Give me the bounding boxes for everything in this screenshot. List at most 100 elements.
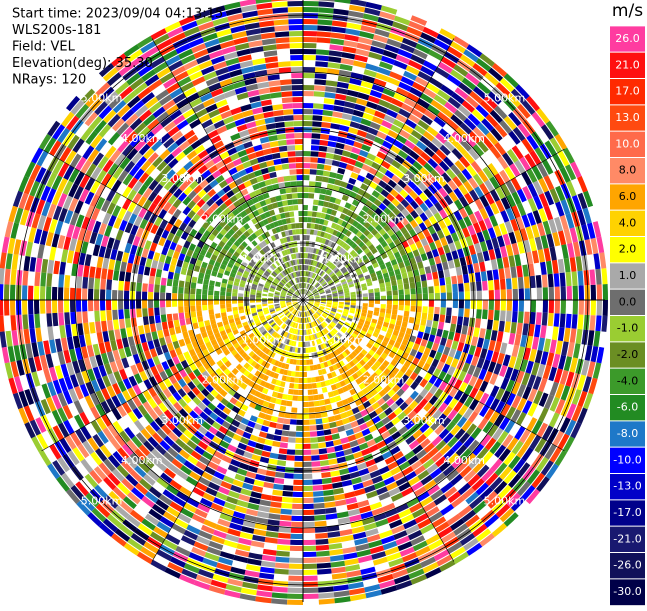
- radar-cell: [404, 289, 410, 295]
- radar-cell: [259, 431, 268, 438]
- radar-cell: [312, 341, 316, 346]
- radar-cell: [148, 300, 153, 308]
- radar-cell: [324, 502, 335, 508]
- radar-cell: [118, 309, 124, 319]
- radar-cell: [306, 348, 309, 353]
- radar-cell: [289, 383, 294, 389]
- radar-cell: [287, 600, 303, 605]
- radar-cell: [303, 438, 311, 443]
- radar-cell: [294, 121, 303, 126]
- radar-cell: [0, 268, 5, 284]
- radar-cell: [106, 310, 112, 321]
- radar-cell: [369, 296, 374, 300]
- radar-cell: [333, 154, 342, 161]
- radar-cell: [447, 292, 452, 300]
- radar-cell: [175, 326, 181, 334]
- radar-cell: [321, 472, 331, 478]
- radar-cell: [257, 468, 267, 475]
- radar-cell: [257, 511, 269, 518]
- radar-cell: [451, 250, 458, 259]
- radar-cell: [558, 259, 565, 273]
- radar-cell: [303, 133, 312, 138]
- radar-cell: [453, 292, 458, 300]
- radar-cell: [331, 117, 341, 124]
- radar-cell: [316, 545, 329, 551]
- radar-cell: [317, 19, 332, 25]
- radar-cell: [479, 262, 486, 272]
- radar-cell: [119, 271, 125, 281]
- radar-cell: [303, 462, 312, 467]
- radar-cell: [64, 275, 70, 288]
- radar-cell: [174, 320, 180, 328]
- radar-cell: [332, 21, 347, 28]
- radar-cell: [291, 67, 303, 72]
- radar-cell: [332, 433, 340, 440]
- radar-cell: [312, 328, 315, 333]
- radar-cell: [319, 598, 335, 604]
- radar-cell: [297, 193, 303, 198]
- radar-cell: [283, 419, 290, 425]
- radar-cell: [202, 305, 207, 311]
- radar-cell: [159, 254, 166, 263]
- radar-cell: [269, 86, 281, 92]
- radar-cell: [303, 516, 315, 521]
- radar-cell: [264, 50, 278, 57]
- radar-cell: [240, 316, 246, 321]
- radar-cell: [303, 103, 313, 108]
- radar-cell: [269, 422, 277, 428]
- radar-cell: [40, 286, 45, 300]
- radar-cell: [340, 437, 349, 444]
- radar-cell: [434, 256, 441, 264]
- radar-cell: [55, 339, 62, 353]
- radar-cell: [238, 293, 243, 297]
- radar-cell: [101, 321, 107, 332]
- radar-cell: [322, 478, 332, 484]
- radar-cell: [488, 280, 494, 290]
- radar-cell: [226, 296, 231, 300]
- radar-cell: [309, 413, 315, 418]
- radar-cell: [303, 109, 313, 114]
- radar-cell: [324, 92, 335, 98]
- radar-cell: [554, 273, 560, 287]
- radar-cell: [197, 311, 203, 317]
- radar-cell: [255, 443, 264, 450]
- radar-cell: [214, 295, 219, 300]
- radar-cell: [303, 558, 317, 563]
- radar-cell: [106, 290, 111, 300]
- radar-cell: [255, 119, 266, 126]
- radar-cell: [160, 285, 166, 293]
- radar-cell: [312, 206, 318, 212]
- radar-cell: [462, 265, 468, 274]
- radar-cell: [303, 450, 311, 455]
- radar-cell: [440, 254, 447, 263]
- radar-cell: [303, 546, 316, 551]
- radar-cell: [268, 166, 276, 173]
- radar-cell: [512, 278, 518, 290]
- radar-cell: [276, 37, 290, 43]
- radar-cell: [303, 570, 317, 575]
- radar-cell: [149, 316, 155, 325]
- radar-cell: [324, 165, 332, 171]
- radar-cell: [307, 342, 310, 347]
- radar-cell: [215, 313, 221, 318]
- radar-cell: [334, 494, 345, 501]
- radar-cell: [303, 432, 310, 437]
- radar-cell: [0, 316, 5, 332]
- radar-cell: [317, 164, 325, 170]
- radar-cell: [287, 151, 295, 157]
- radar-cell: [184, 288, 189, 294]
- radar-cell: [173, 313, 179, 320]
- radar-cell: [398, 284, 404, 290]
- radar-cell: [154, 308, 160, 316]
- radar-cell: [165, 336, 172, 345]
- radar-cell: [6, 331, 13, 347]
- radar-cell: [303, 37, 317, 42]
- radar-cell: [124, 291, 129, 300]
- radar-cell: [40, 300, 45, 314]
- radar-cell: [155, 277, 161, 285]
- radar-cell: [280, 515, 292, 521]
- radar-cell: [165, 256, 172, 264]
- radar-cell: [463, 247, 470, 257]
- radar-cell: [226, 288, 232, 293]
